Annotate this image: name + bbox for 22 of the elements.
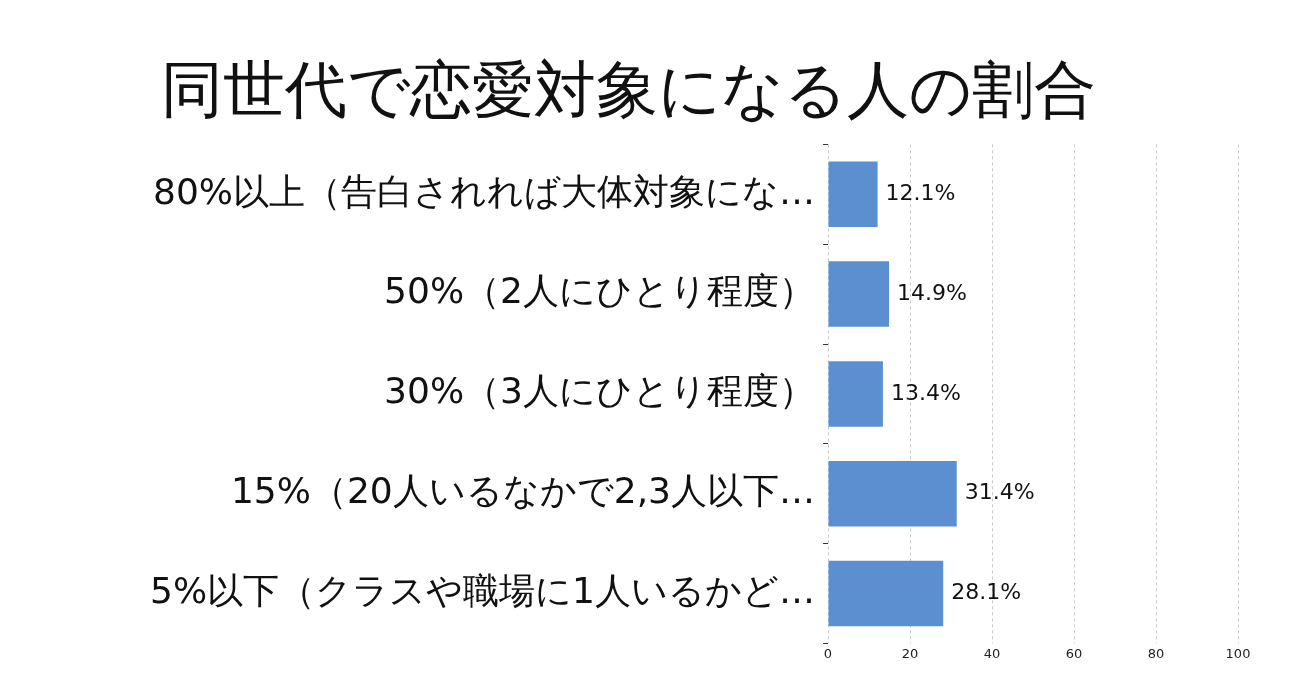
y-tick-label: 80%以上（告白されれば大体対象にな…	[152, 170, 815, 212]
x-tick-label: 100	[1225, 645, 1251, 661]
data-label: 14.9%	[897, 279, 967, 305]
bar	[828, 261, 890, 327]
bar	[828, 161, 878, 228]
x-tick-label: 20	[901, 645, 919, 661]
bar	[828, 460, 957, 527]
chart-title: 同世代で恋愛対象になる人の割合	[160, 53, 1096, 127]
y-tick-label: 15%（20人いるなかで2,3人以下…	[230, 470, 815, 512]
x-tick-label: 40	[983, 645, 1001, 661]
y-tick-label: 5%以下（クラスや職場に1人いるかど…	[149, 569, 815, 611]
x-tick-label: 60	[1065, 645, 1083, 661]
bar	[828, 361, 883, 427]
data-label: 31.4%	[964, 479, 1035, 505]
y-tick-label: 50%（2人にひとり程度）	[384, 270, 815, 312]
data-label: 13.4%	[890, 379, 961, 405]
y-tick-label: 30%（3人にひとり程度）	[384, 370, 815, 412]
data-label: 28.1%	[951, 579, 1022, 605]
data-label: 12.1%	[885, 180, 956, 206]
x-tick-label: 80	[1147, 645, 1165, 661]
bar	[828, 560, 944, 627]
x-tick-label: 0	[823, 645, 833, 661]
